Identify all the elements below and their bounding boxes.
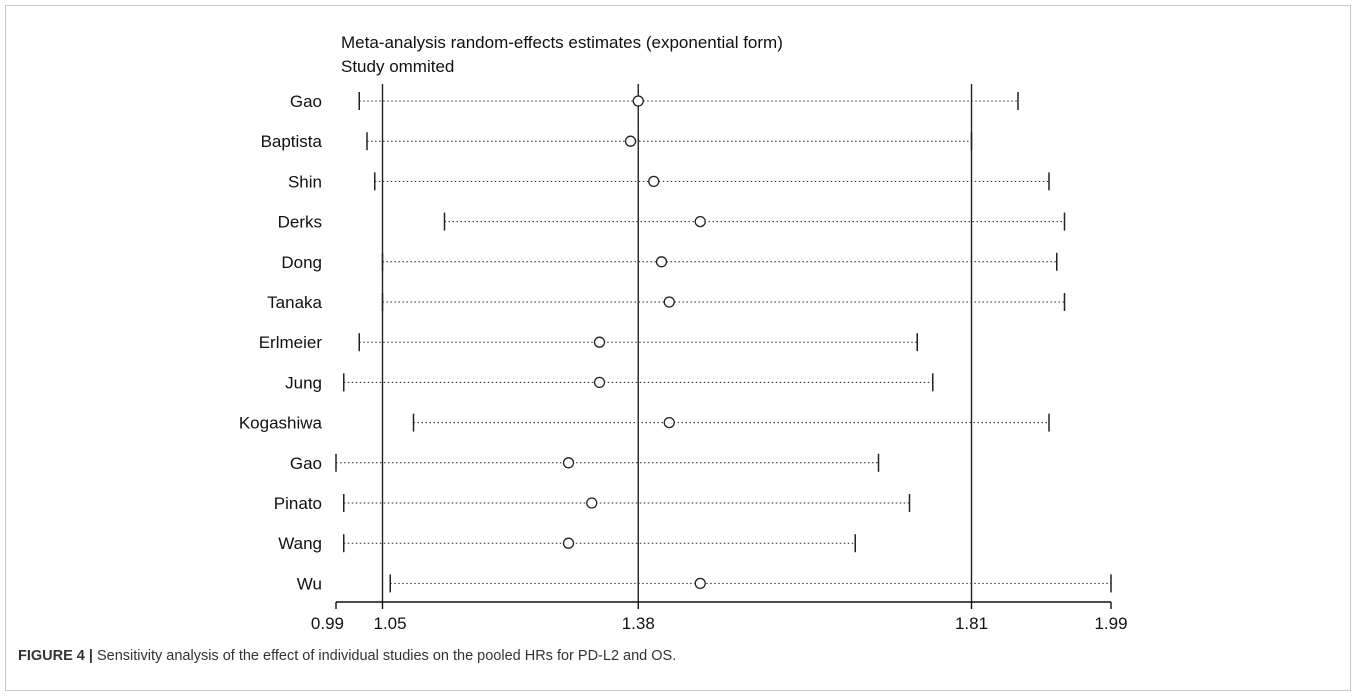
- chart-subtitle: Study ommited: [341, 57, 454, 76]
- study-rows: Gao Baptista Shin Derks Dong Tanaka Erlmeier Ju…: [239, 92, 1112, 593]
- study-label: Pinato: [274, 494, 322, 513]
- study-label: Kogashiwa: [239, 414, 323, 433]
- x-tick-label: 1.38: [622, 614, 655, 633]
- study-label: Erlmeier: [259, 333, 323, 352]
- study-label: Gao: [290, 92, 322, 111]
- estimate-point: [632, 95, 644, 107]
- study-label: Baptista: [261, 132, 323, 151]
- study-label: Dong: [281, 253, 322, 272]
- study-label: Tanaka: [267, 293, 322, 312]
- x-axis: 0.99 1.05 1.38 1.81 1.99: [311, 601, 1128, 633]
- study-label: Shin: [288, 172, 322, 191]
- estimate-point: [663, 296, 675, 308]
- estimate-point: [593, 376, 606, 389]
- estimate-point: [562, 537, 575, 549]
- estimate-point: [694, 577, 706, 590]
- estimate-point: [586, 497, 598, 509]
- x-tick-label: 1.05: [374, 614, 407, 633]
- estimate-point: [624, 135, 637, 147]
- estimate-point: [562, 457, 575, 469]
- forest-plot: Meta-analysis random-effects estimates (…: [239, 33, 1128, 633]
- reference-lines: [381, 84, 973, 602]
- estimate-point: [648, 175, 660, 188]
- x-tick-label: 1.81: [955, 614, 988, 633]
- study-label: Jung: [285, 373, 322, 392]
- study-label: Wang: [278, 534, 322, 553]
- figure-caption: FIGURE 4 | Sensitivity analysis of the e…: [18, 648, 676, 664]
- estimate-point: [663, 416, 675, 429]
- caption-label: FIGURE 4 |: [18, 648, 93, 664]
- x-tick-label: 0.99: [311, 614, 344, 633]
- estimate-point: [655, 256, 668, 268]
- estimate-point: [694, 215, 706, 228]
- caption-text: Sensitivity analysis of the effect of in…: [92, 648, 677, 664]
- chart-title: Meta-analysis random-effects estimates (…: [341, 33, 783, 52]
- figure-frame: [5, 5, 1351, 691]
- study-label: Wu: [297, 574, 322, 593]
- study-label: Gao: [290, 454, 322, 473]
- study-label: Derks: [278, 213, 322, 232]
- x-tick-label: 1.99: [1094, 614, 1127, 633]
- estimate-point: [593, 336, 606, 348]
